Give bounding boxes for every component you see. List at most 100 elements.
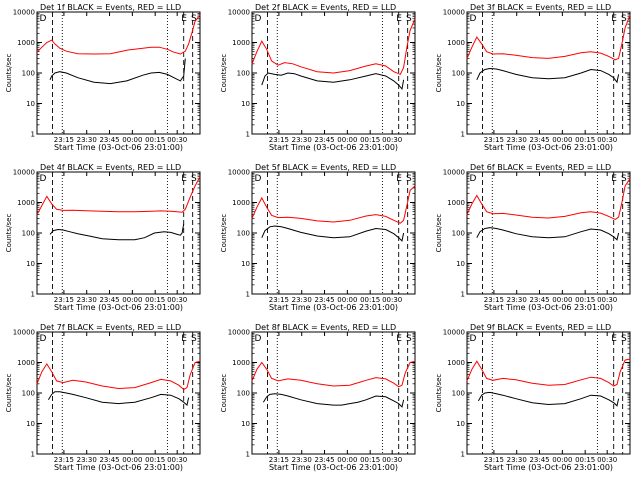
x-tick-label: 00:30 (382, 456, 402, 464)
x-tick-label: 00:00 (552, 136, 572, 144)
lld-rate-line (466, 178, 631, 220)
y-tick-label: 10 (456, 260, 465, 268)
detector-panel-4: Det 4f BLACK = Events, RED = LLD 1 10 100 10… (5, 163, 201, 312)
x-tick-label: 23:15 (269, 456, 289, 464)
y-tick-label: 100 (237, 390, 250, 398)
panel-title: Det 5f BLACK = Events, RED = LLD (255, 163, 396, 172)
interval-marker-letter: E (611, 334, 617, 344)
y-tick-label: 10000 (13, 9, 35, 17)
events-rate-line (476, 227, 620, 241)
x-tick-label: 00:00 (122, 136, 142, 144)
y-tick-label: 100 (237, 230, 250, 238)
y-tick-label: 10 (241, 420, 250, 428)
x-tick-label: 23:15 (54, 296, 74, 304)
events-rate-line (47, 391, 190, 407)
x-tick-label: 00:00 (552, 296, 572, 304)
interval-marker-letter: E (611, 174, 617, 184)
y-tick-label: 10000 (443, 169, 465, 177)
panel-title: Det 7f BLACK = Events, RED = LLD (40, 323, 181, 332)
x-tick-label: 23:30 (507, 456, 527, 464)
panel-title: Det 9f BLACK = Events, RED = LLD (470, 323, 611, 332)
x-tick-label: 00:00 (122, 456, 142, 464)
y-axis-label: Counts/sec (435, 214, 443, 253)
y-tick-label: 1 (31, 451, 35, 459)
x-tick-label: 00:30 (382, 296, 402, 304)
y-tick-label: 1 (246, 451, 250, 459)
interval-marker-letter: E (396, 334, 402, 344)
interval-marker-letter: S (621, 334, 627, 344)
x-tick-label: 23:45 (529, 456, 549, 464)
lld-rate-line (466, 14, 631, 61)
x-tick-label: 23:45 (314, 296, 334, 304)
y-tick-label: 10000 (13, 329, 35, 337)
y-tick-label: 10000 (228, 169, 250, 177)
x-axis-label: Start Time (03-Oct-06 23:01:00) (484, 143, 613, 152)
x-tick-label: 00:00 (552, 456, 572, 464)
plot-frame (36, 171, 201, 295)
detector-panel-9: Det 9f BLACK = Events, RED = LLD 1 10 100 10… (435, 323, 631, 472)
lld-rate-line (36, 176, 201, 215)
x-tick-label: 23:15 (54, 456, 74, 464)
plot-frame (36, 11, 201, 135)
interval-marker-letter: D (469, 334, 476, 344)
y-tick-label: 10 (26, 260, 35, 268)
y-tick-label: 10 (26, 420, 35, 428)
x-axis-label: Start Time (03-Oct-06 23:01:00) (54, 143, 183, 152)
x-tick-label: 23:30 (77, 296, 97, 304)
interval-marker-letter: S (621, 14, 627, 24)
y-tick-label: 10 (241, 260, 250, 268)
y-tick-label: 100 (22, 70, 35, 78)
lld-rate-line (36, 360, 201, 391)
interval-marker-letter: S (406, 14, 412, 24)
y-tick-label: 100 (237, 70, 250, 78)
interval-marker-letter: D (254, 174, 261, 184)
lld-rate-line (466, 358, 631, 387)
interval-marker-letter: S (406, 334, 412, 344)
y-tick-label: 1 (461, 131, 465, 139)
x-axis-label: Start Time (03-Oct-06 23:01:00) (269, 463, 398, 472)
y-tick-label: 10 (456, 100, 465, 108)
x-axis-label: Start Time (03-Oct-06 23:01:00) (54, 303, 183, 312)
y-axis-label: Counts/sec (435, 374, 443, 413)
y-tick-label: 10000 (228, 9, 250, 17)
y-tick-label: 100 (22, 230, 35, 238)
y-tick-label: 1000 (232, 359, 250, 367)
x-tick-label: 23:30 (292, 296, 312, 304)
detector-panel-8: Det 8f BLACK = Events, RED = LLD 1 10 100 10… (220, 323, 416, 472)
lld-rate-line (251, 18, 416, 76)
y-axis-label: Counts/sec (5, 374, 13, 413)
x-tick-label: 00:00 (337, 456, 357, 464)
x-tick-label: 23:45 (99, 296, 119, 304)
y-tick-label: 1000 (447, 359, 465, 367)
x-tick-label: 00:15 (360, 296, 380, 304)
y-axis-label: Counts/sec (5, 54, 13, 93)
x-axis-label: Start Time (03-Oct-06 23:01:00) (484, 463, 613, 472)
panel-title: Det 8f BLACK = Events, RED = LLD (255, 323, 396, 332)
x-tick-label: 23:15 (484, 136, 504, 144)
x-tick-label: 23:45 (529, 296, 549, 304)
detector-panel-2: Det 2f BLACK = Events, RED = LLD 1 10 100 10… (220, 3, 416, 152)
interval-marker-letter: S (191, 174, 197, 184)
x-tick-label: 00:15 (145, 456, 165, 464)
events-rate-line (476, 67, 620, 84)
x-tick-label: 23:15 (484, 296, 504, 304)
y-tick-label: 100 (452, 390, 465, 398)
detector-panel-3: Det 3f BLACK = Events, RED = LLD 1 10 100 10… (435, 3, 631, 152)
x-axis-label: Start Time (03-Oct-06 23:01:00) (54, 463, 183, 472)
interval-marker-letter: E (181, 334, 187, 344)
panel-title: Det 3f BLACK = Events, RED = LLD (470, 3, 611, 12)
x-axis-label: Start Time (03-Oct-06 23:01:00) (269, 303, 398, 312)
panel-title: Det 2f BLACK = Events, RED = LLD (255, 3, 396, 12)
y-tick-label: 10 (26, 100, 35, 108)
interval-marker-letter: E (396, 174, 402, 184)
panel-title: Det 1f BLACK = Events, RED = LLD (40, 3, 181, 12)
panel-title: Det 6f BLACK = Events, RED = LLD (470, 163, 611, 172)
y-tick-label: 1000 (17, 359, 35, 367)
interval-marker-letter: E (611, 14, 617, 24)
interval-marker-letter: D (254, 14, 261, 24)
x-tick-label: 23:45 (314, 456, 334, 464)
panel-title: Det 4f BLACK = Events, RED = LLD (40, 163, 181, 172)
detector-panel-6: Det 6f BLACK = Events, RED = LLD 1 10 100 10… (435, 163, 631, 312)
x-tick-label: 00:15 (575, 296, 595, 304)
interval-marker-letter: E (181, 14, 187, 24)
